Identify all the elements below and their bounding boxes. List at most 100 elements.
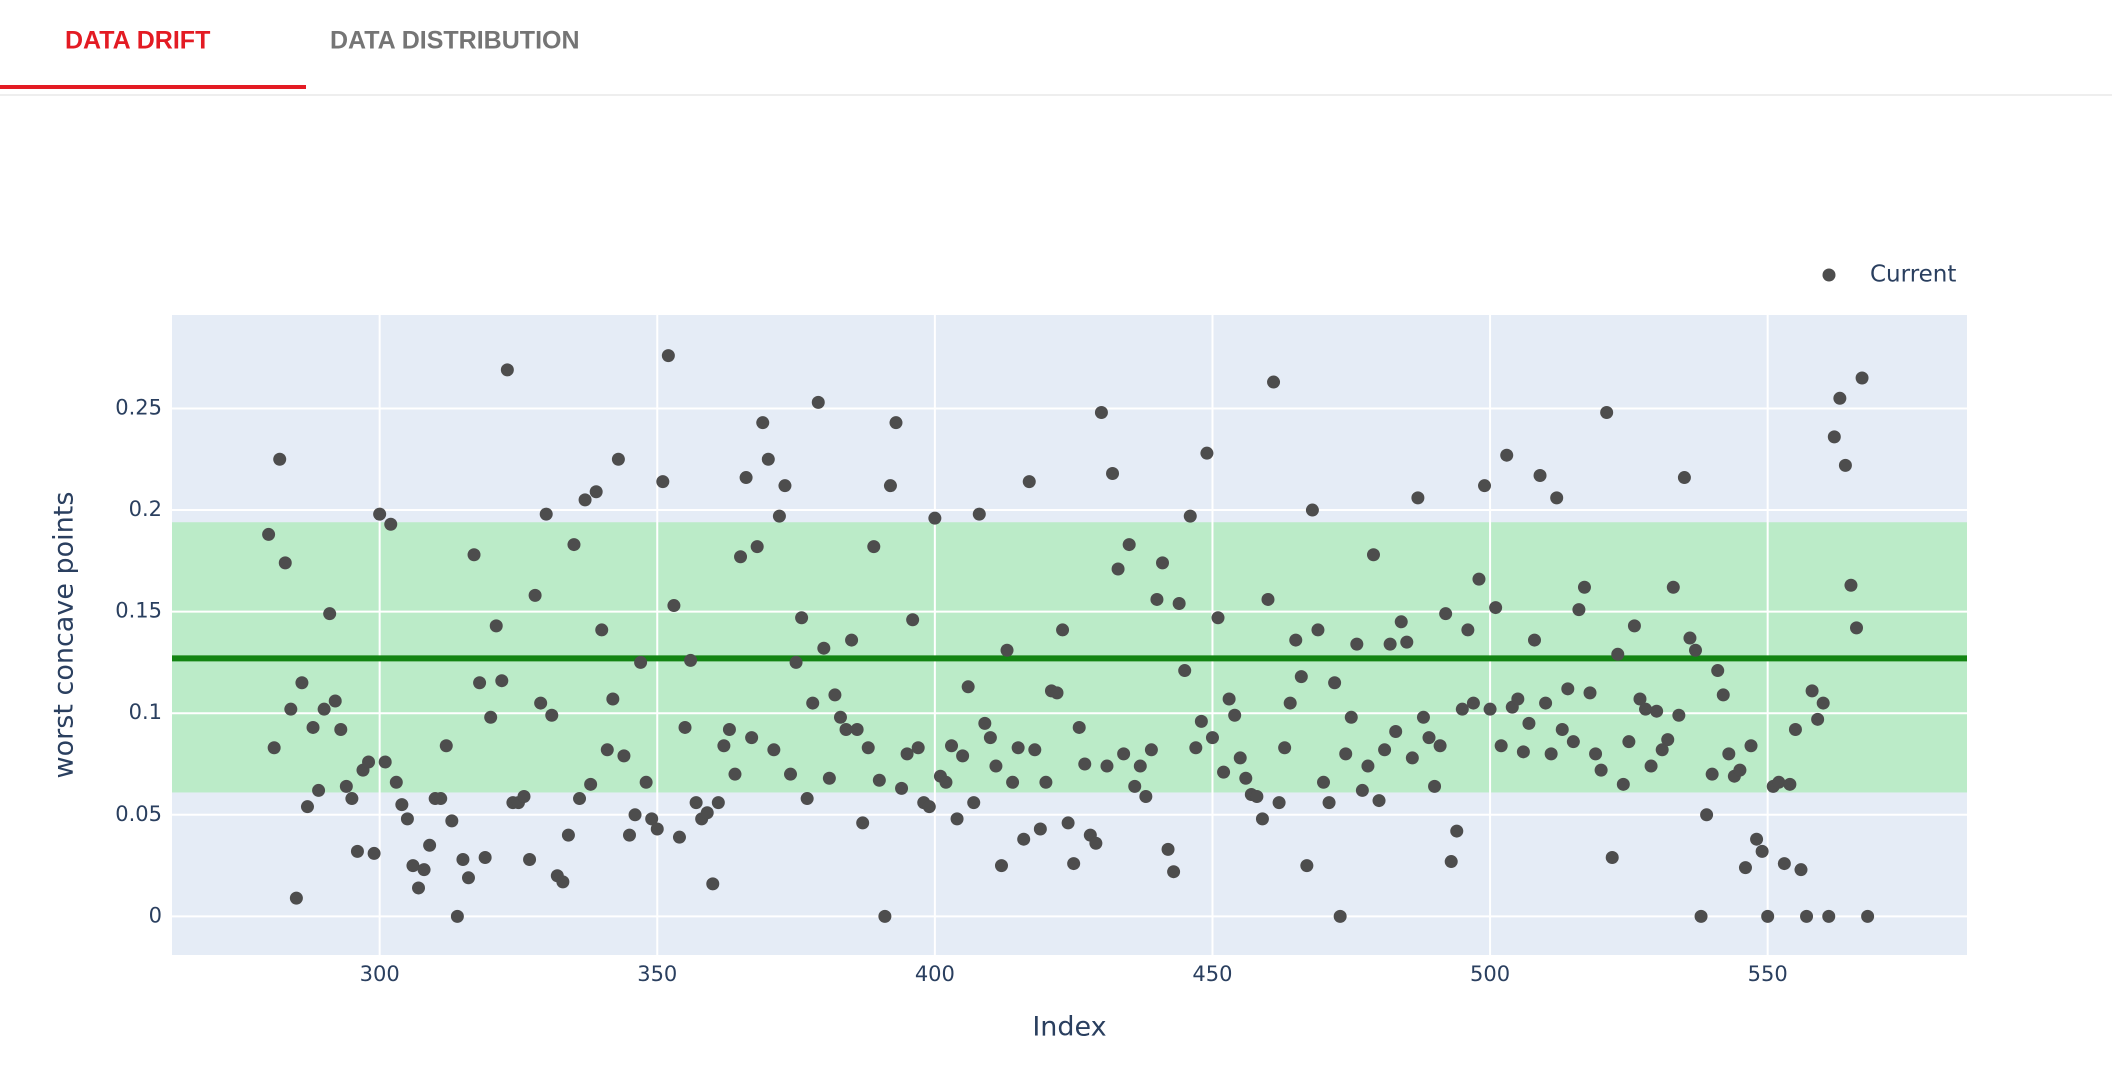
point [1744, 739, 1758, 753]
point [1394, 615, 1408, 629]
point [778, 479, 792, 493]
point [906, 613, 920, 627]
point [1217, 765, 1231, 779]
point [1072, 720, 1086, 734]
point [1161, 842, 1175, 856]
point [1527, 633, 1541, 647]
point [378, 755, 392, 769]
point [945, 739, 959, 753]
point [584, 777, 598, 791]
y-tick-label: 0.1 [129, 700, 162, 724]
point [1328, 676, 1342, 690]
point [911, 741, 925, 755]
point [1666, 580, 1680, 594]
point [350, 844, 364, 858]
point [1750, 832, 1764, 846]
point [1322, 796, 1336, 810]
point [1400, 635, 1414, 649]
point [1028, 743, 1042, 757]
point [1006, 775, 1020, 789]
point [1855, 371, 1869, 385]
point [1689, 643, 1703, 657]
point [1461, 623, 1475, 637]
point [1816, 696, 1830, 710]
x-tick-label: 400 [915, 962, 955, 986]
y-tick-label: 0.05 [115, 802, 162, 826]
point [600, 743, 614, 757]
point [1133, 759, 1147, 773]
point [1122, 538, 1136, 552]
point [1344, 710, 1358, 724]
point [1094, 406, 1108, 420]
point [1838, 458, 1852, 472]
point [1561, 682, 1575, 696]
point [1611, 647, 1625, 661]
point [1250, 790, 1264, 804]
point [1639, 702, 1653, 716]
point [867, 540, 881, 554]
point [1305, 503, 1319, 517]
point [1622, 735, 1636, 749]
point [1677, 471, 1691, 485]
point [1483, 702, 1497, 716]
tab[interactable]: DATA DISTRIBUTION [330, 27, 580, 55]
tab-active[interactable]: DATA DRIFT [65, 27, 210, 55]
point [861, 741, 875, 755]
point [1405, 751, 1419, 765]
point [1294, 670, 1308, 684]
point [856, 816, 870, 830]
point [622, 828, 636, 842]
point [1466, 696, 1480, 710]
point [1472, 572, 1486, 586]
point [667, 599, 681, 613]
point [650, 822, 664, 836]
point [317, 702, 331, 716]
point [461, 871, 475, 885]
point [450, 909, 464, 923]
point [1783, 777, 1797, 791]
point [767, 743, 781, 757]
point [1239, 771, 1253, 785]
point [1144, 743, 1158, 757]
point [406, 859, 420, 873]
point [684, 653, 698, 667]
point [539, 507, 553, 521]
point [1794, 863, 1808, 877]
point [434, 792, 448, 806]
point [1478, 479, 1492, 493]
point [1577, 580, 1591, 594]
point [1272, 796, 1286, 810]
point [484, 710, 498, 724]
point [1189, 741, 1203, 755]
point [284, 702, 298, 716]
point [689, 796, 703, 810]
point [1683, 631, 1697, 645]
point [1777, 857, 1791, 871]
point [1694, 909, 1708, 923]
point [1550, 491, 1564, 505]
point [1150, 592, 1164, 606]
point [1278, 741, 1292, 755]
point [761, 452, 775, 466]
point [1200, 446, 1214, 460]
point [839, 722, 853, 736]
point [395, 798, 409, 812]
point [1333, 909, 1347, 923]
point [423, 838, 437, 852]
point [967, 796, 981, 810]
point [1433, 739, 1447, 753]
point [1205, 731, 1219, 745]
point [1811, 712, 1825, 726]
point [1661, 733, 1675, 747]
point [362, 755, 376, 769]
point [1761, 909, 1775, 923]
point [1439, 607, 1453, 621]
point [323, 607, 337, 621]
point [1289, 633, 1303, 647]
point [994, 859, 1008, 873]
point [1716, 688, 1730, 702]
point [806, 696, 820, 710]
point [1061, 816, 1075, 830]
point [473, 676, 487, 690]
point [1444, 855, 1458, 869]
